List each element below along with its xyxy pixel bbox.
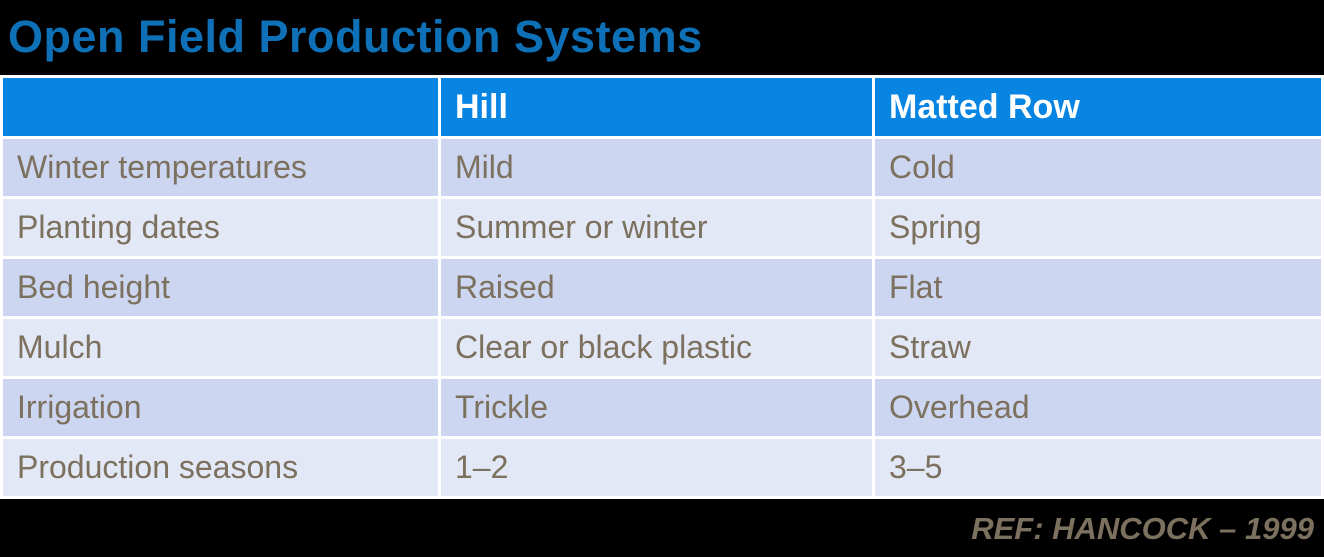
table-row: Bed height Raised Flat [0,256,1324,319]
matted-row-cell: Flat [872,256,1324,319]
matted-row-cell: Straw [872,316,1324,379]
matted-row-cell: Spring [872,196,1324,259]
hill-cell: Summer or winter [438,196,875,259]
row-label-cell: Mulch [0,316,441,379]
header-row: Hill Matted Row [0,75,1324,139]
matted-row-cell: Cold [872,136,1324,199]
production-systems-table: Hill Matted Row Winter temperatures Mild… [0,75,1324,499]
row-label-cell: Winter temperatures [0,136,441,199]
hill-cell: Clear or black plastic [438,316,875,379]
row-label-cell: Production seasons [0,436,441,499]
hill-cell: Raised [438,256,875,319]
reference-note: REF: HANCOCK – 1999 [971,511,1314,546]
table-row: Planting dates Summer or winter Spring [0,196,1324,259]
table-row: Winter temperatures Mild Cold [0,136,1324,199]
matted-row-cell: Overhead [872,376,1324,439]
row-label-cell: Planting dates [0,196,441,259]
table-row: Mulch Clear or black plastic Straw [0,316,1324,379]
hill-cell: 1–2 [438,436,875,499]
column-header-hill: Hill [438,75,875,139]
table-row: Production seasons 1–2 3–5 [0,436,1324,499]
matted-row-cell: 3–5 [872,436,1324,499]
table-row: Irrigation Trickle Overhead [0,376,1324,439]
page-title: Open Field Production Systems [8,11,703,62]
hill-cell: Trickle [438,376,875,439]
row-label-cell: Irrigation [0,376,441,439]
column-header-matted-row: Matted Row [872,75,1324,139]
row-label-cell: Bed height [0,256,441,319]
hill-cell: Mild [438,136,875,199]
column-header-empty [0,75,441,139]
